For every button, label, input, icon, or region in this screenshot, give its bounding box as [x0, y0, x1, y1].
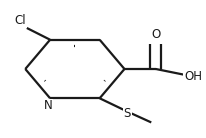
Text: S: S	[124, 107, 131, 120]
Text: O: O	[151, 28, 160, 41]
Text: N: N	[44, 99, 53, 112]
Text: Cl: Cl	[14, 14, 26, 27]
Text: OH: OH	[184, 70, 202, 83]
